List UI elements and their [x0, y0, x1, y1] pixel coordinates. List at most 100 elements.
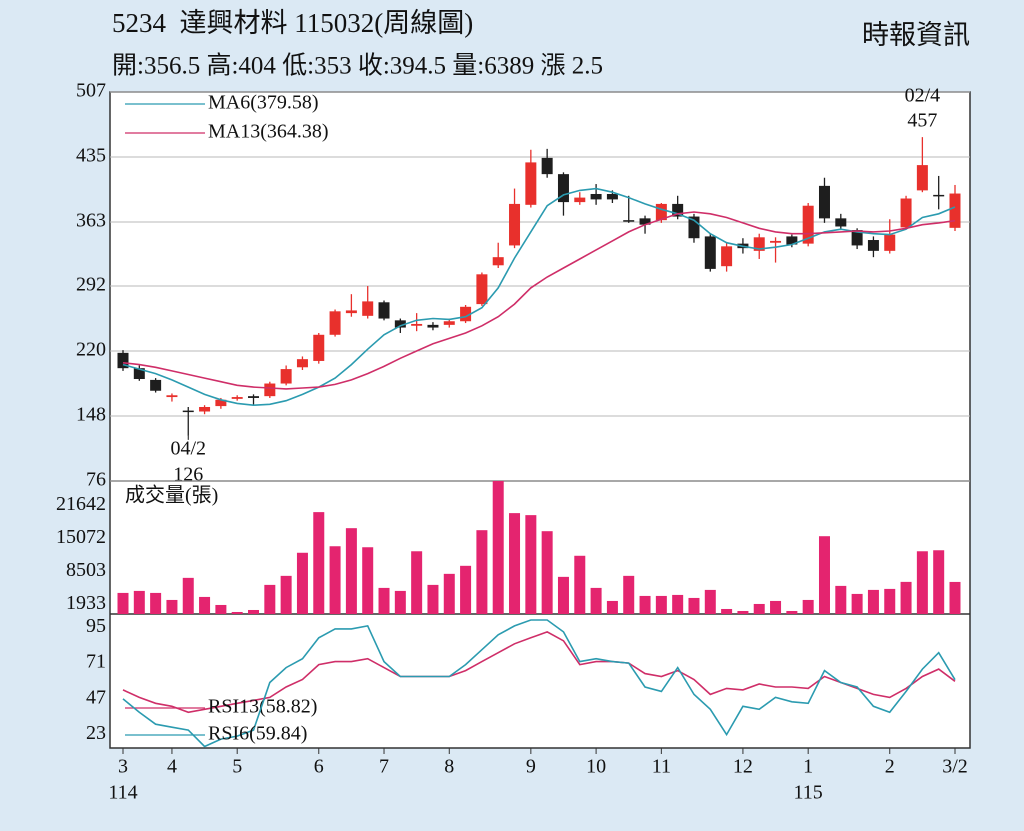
candle-body — [900, 198, 912, 228]
candle-body — [884, 234, 896, 251]
volume-bar — [215, 604, 227, 614]
candle-body — [541, 157, 553, 175]
y-tick-label: 1933 — [66, 592, 106, 614]
candle-body — [362, 301, 374, 316]
legend-label: MA13(364.38) — [208, 121, 329, 143]
candle-body — [345, 310, 357, 314]
volume-bar — [606, 600, 618, 614]
y-tick-label: 8503 — [66, 559, 106, 581]
y-tick-label: 292 — [76, 274, 106, 296]
x-tick-label: 5 — [232, 756, 242, 778]
y-tick-label: 47 — [86, 686, 106, 708]
candle-body — [411, 323, 423, 326]
candle-body — [704, 236, 716, 269]
candle-body — [199, 406, 211, 412]
candle-body — [933, 194, 945, 197]
candle-body — [916, 165, 928, 191]
year-label: 114 — [108, 782, 137, 804]
volume-bar — [182, 577, 194, 614]
candle-body — [525, 162, 537, 205]
volume-bar — [345, 528, 357, 614]
y-tick-label: 71 — [86, 651, 106, 673]
candle-body — [248, 396, 260, 398]
candle-body — [672, 203, 684, 217]
volume-bar — [166, 599, 178, 614]
volume-bar — [231, 611, 243, 614]
x-tick-label: 11 — [652, 756, 671, 778]
volume-bar — [541, 531, 553, 614]
volume-bar — [133, 590, 145, 614]
y-tick-label: 21642 — [56, 493, 106, 515]
y-tick-label: 363 — [76, 210, 106, 232]
volume-bar — [916, 551, 928, 614]
source: 時報資訊 — [862, 20, 970, 50]
candle-body — [150, 379, 162, 391]
series-line — [122, 211, 956, 390]
volume-bar — [933, 550, 945, 614]
volume-bar — [199, 596, 211, 614]
volume-bar — [411, 551, 423, 614]
volume-bar — [296, 552, 308, 614]
candle-body — [182, 410, 194, 413]
candle-body — [329, 311, 341, 335]
volume-bar — [639, 595, 651, 614]
candle-body — [394, 320, 406, 328]
volume-bar — [949, 581, 961, 614]
volume-bar — [574, 555, 586, 614]
x-tick-label: 7 — [379, 756, 389, 778]
y-tick-label: 220 — [76, 339, 106, 361]
volume-bar — [509, 513, 521, 614]
volume-bar — [590, 587, 602, 614]
volume-bar — [818, 536, 830, 614]
x-tick-label: 3 — [118, 756, 128, 778]
candle-body — [818, 185, 830, 219]
x-tick-label: 9 — [526, 756, 536, 778]
x-tick-label: 12 — [733, 756, 753, 778]
volume-bar — [264, 584, 276, 614]
candle-body — [867, 240, 879, 251]
volume-bar — [623, 575, 635, 614]
candle-body — [949, 193, 961, 228]
candle-body — [557, 174, 569, 203]
volume-bar — [867, 589, 879, 614]
volume-bar — [492, 481, 504, 614]
volume-bar — [704, 589, 716, 614]
series-line — [122, 619, 956, 748]
candle-body — [378, 302, 390, 319]
y-tick-label: 76 — [86, 469, 106, 491]
candle-body — [770, 240, 782, 243]
volume-bar — [770, 600, 782, 614]
y-tick-label: 507 — [76, 80, 106, 102]
volume-bar — [721, 608, 733, 614]
volume-bar — [786, 610, 798, 614]
volume-bar — [117, 592, 129, 614]
annotation-date: 02/4 — [905, 85, 941, 107]
legend-label: RSI13(58.82) — [208, 696, 317, 718]
x-tick-label: 10 — [586, 756, 606, 778]
candle-body — [166, 395, 178, 398]
candle-body — [215, 399, 227, 407]
volume-bar — [362, 547, 374, 614]
volume-bar — [655, 595, 667, 614]
x-tick-label: 4 — [167, 756, 177, 778]
candle-body — [753, 237, 765, 251]
volume-bar — [394, 590, 406, 614]
candle-body — [280, 369, 292, 384]
volume-bar — [248, 609, 260, 614]
y-tick-label: 23 — [86, 722, 106, 744]
annotation-value: 126 — [173, 464, 203, 486]
annotation-value: 457 — [907, 110, 937, 132]
candle-body — [492, 257, 504, 266]
candle-body — [606, 193, 618, 200]
candle-body — [721, 246, 733, 267]
volume-bar — [672, 594, 684, 614]
y-tick-label: 435 — [76, 145, 106, 167]
volume-bar — [280, 575, 292, 614]
x-tick-label: 2 — [885, 756, 895, 778]
volume-bar — [378, 587, 390, 614]
volume-bar — [753, 603, 765, 614]
candle-body — [264, 383, 276, 397]
info: 開:356.5 高:404 低:353 收:394.5 量:6389 漲 2.5 — [112, 52, 603, 80]
legend-label: RSI6(59.84) — [208, 723, 307, 745]
